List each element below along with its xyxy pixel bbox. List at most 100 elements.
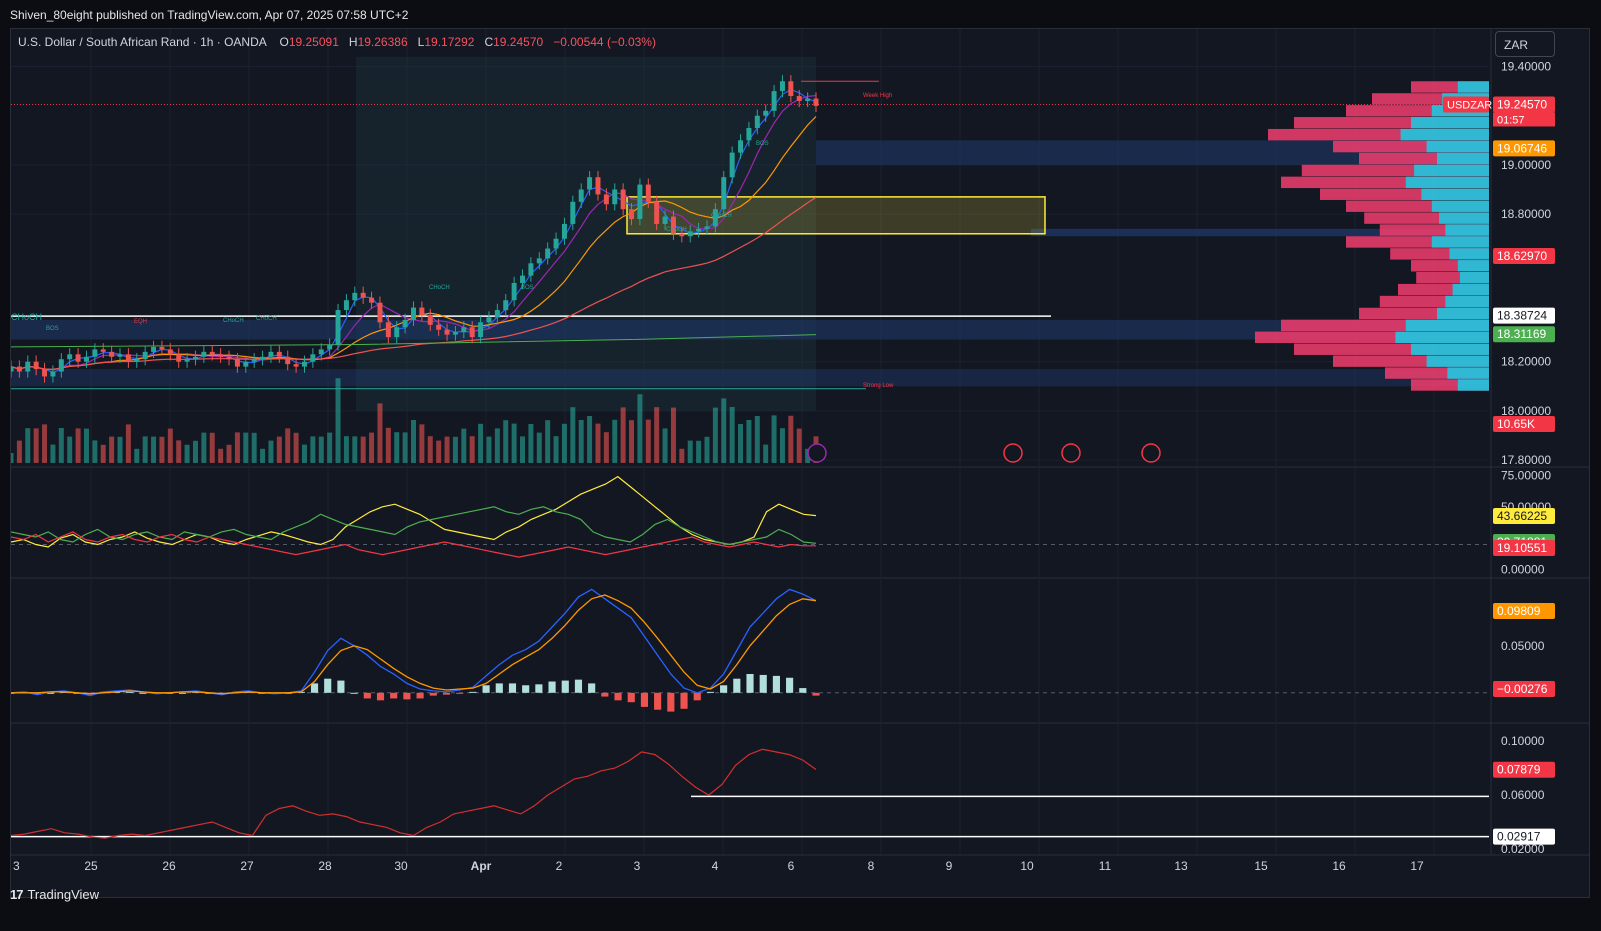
price-tick-label: 18.20000 [1501,355,1551,369]
volume-bar [394,432,400,463]
volume-profile-value-area [1405,176,1489,189]
macd-histogram-bar [522,685,530,693]
macd-histogram-bar [376,692,385,701]
candle-body [310,354,316,362]
countdown-label [1493,112,1555,127]
macd-histogram-bar [495,683,503,693]
volume-profile-bar [1346,200,1489,212]
macd-histogram-bar [614,692,622,701]
volume-bar [218,448,224,463]
volume-bar [444,436,450,463]
countdown-label-text: 01:57 [1497,114,1525,126]
candle-body [117,354,123,357]
fvg-zone [1031,228,1489,237]
candle-body [201,351,207,357]
volume-profile-value-area [1414,164,1489,177]
structure-annotation: BOS [521,285,534,291]
volume-bar [494,428,500,463]
volume-profile-value-area [1405,319,1489,332]
volume-bar [109,436,115,463]
volume-profile-bar [1411,260,1489,272]
volume-bar [335,378,341,463]
candle-body [83,356,89,362]
volume-bar [360,436,366,463]
structure-annotation: CHoCH [256,316,277,322]
macd-histogram-bar [324,678,332,693]
demand-zone [11,319,1489,340]
candle-body [427,314,433,325]
price-axis-label-text: 19.06746 [1497,141,1547,155]
chart-canvas[interactable]: 19.40000 19.00000 18.80000 18.20000 18.00000… [11,29,1591,899]
candle-body [729,152,735,178]
volume-bar [469,436,475,463]
macd-histogram-bar [693,692,701,701]
volume-profile-bar [1346,105,1489,117]
candle-body [654,201,660,224]
currency-button[interactable]: ZAR [1495,31,1555,57]
oscillator-value-label-text: 19.10551 [1497,541,1547,555]
structure-annotation: EQH [134,319,147,325]
candle-body [813,98,819,106]
candle-body [469,327,475,338]
structure-annotation: CHoCH [11,312,42,322]
volume-bar [352,436,358,463]
price-axis-label-text: 18.38724 [1497,309,1547,323]
macd-value-label-text: −0.00276 [1497,682,1548,696]
macd-value-label [1493,603,1555,619]
volume-bar [142,436,148,463]
candle-body [788,81,794,97]
volume-bar [100,444,106,463]
volume-profile-bar [1333,140,1489,153]
volume-bar [369,432,375,463]
volume-profile-bar [1294,343,1489,355]
macd-histogram-bar [812,692,820,696]
candle-body [226,356,232,360]
price-tick-label: 18.80000 [1501,207,1551,221]
candle-body [452,332,458,335]
candle-body [679,233,685,237]
candle-body [578,189,584,202]
price-tick-label: 19.00000 [1501,158,1551,172]
candle-body [763,110,769,116]
volume-profile-bar [1255,331,1489,344]
volume-profile-value-area [1400,128,1489,141]
structure-annotation: BOS [756,141,769,147]
volume-bar [310,436,316,463]
candle-body [520,275,526,283]
candle-body [704,226,710,229]
candle-body [134,359,140,362]
volume-bar [654,407,660,463]
time-tick-label: 27 [240,859,254,873]
volume-bar [125,424,131,463]
candle-body [285,356,291,365]
price-axis-label [1493,416,1555,432]
candle-body [92,349,98,357]
candle-body [335,310,341,345]
volatility-tick-label: 0.02000 [1501,842,1545,856]
volume-bar [343,436,349,463]
macd-histogram-bar [799,688,807,693]
candle-body [587,177,593,190]
time-tick-label: 3 [634,859,641,873]
volume-bar [301,444,307,463]
volume-bar [184,444,190,463]
oscillator-line [11,475,817,548]
candle-body [603,194,609,205]
macd-histogram-bar [759,674,767,693]
volume-profile-value-area [1445,295,1489,308]
volume-bar [75,428,81,463]
candle-body [318,349,324,355]
high-label: H [348,35,358,49]
symbol-title[interactable]: U.S. Dollar / South African Rand · 1h · … [18,35,267,49]
candle-body [721,177,727,210]
high-value: 19.26386 [357,35,408,49]
candle-body [771,91,777,111]
volume-bar [293,432,299,463]
candle-body [42,369,48,377]
volume-profile-value-area [1395,331,1489,344]
candle-body [411,307,416,320]
time-tick-label: 10 [1020,859,1034,873]
chart-area[interactable]: 19.40000 19.00000 18.80000 18.20000 18.00000… [10,28,1590,898]
candle-body [176,354,182,362]
volume-bar [478,423,484,463]
